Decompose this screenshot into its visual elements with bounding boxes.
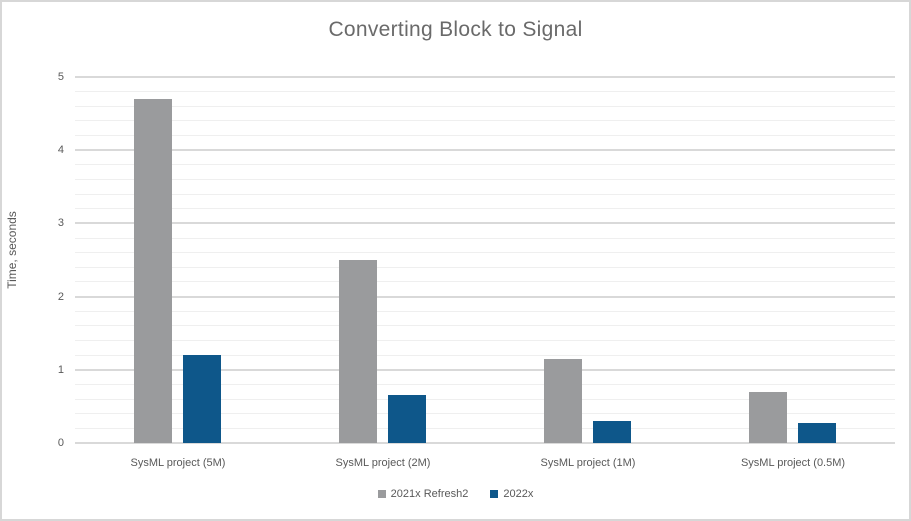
minor-gridline	[75, 193, 895, 195]
minor-gridline	[75, 413, 895, 415]
chart-title: Converting Block to Signal	[328, 18, 583, 41]
chart-bar-series0-group3	[749, 391, 787, 443]
minor-gridline	[75, 91, 895, 93]
major-gridline	[75, 76, 895, 78]
minor-gridline	[75, 383, 895, 385]
minor-gridline	[75, 208, 895, 210]
legend-label: 2021x Refresh2	[390, 488, 469, 500]
major-gridline	[75, 222, 895, 225]
minor-gridline	[75, 178, 895, 180]
chart-bar-series1-group3	[798, 423, 836, 443]
minor-gridline	[75, 281, 895, 283]
chart-bar-series0-group1	[339, 260, 377, 443]
legend: 2021x Refresh2 2022x	[2, 488, 909, 500]
minor-gridline	[75, 354, 895, 356]
legend-item-2022x: 2022x	[490, 488, 533, 500]
legend-swatch-icon	[490, 490, 499, 498]
minor-gridline	[75, 340, 895, 342]
minor-gridline	[75, 105, 895, 107]
legend-swatch-icon	[377, 490, 386, 498]
chart-bar-series1-group0	[183, 355, 221, 443]
minor-gridline	[75, 237, 895, 239]
chart-bar-series1-group2	[593, 421, 631, 443]
x-category-label: SysML project (2M)	[335, 457, 431, 469]
minor-gridline	[75, 164, 895, 166]
y-tick-label: 1	[57, 363, 64, 376]
minor-gridline	[75, 120, 895, 122]
minor-gridline	[75, 427, 895, 429]
minor-gridline	[75, 398, 895, 400]
major-gridline	[75, 149, 895, 152]
chart-bar-series1-group1	[388, 395, 426, 443]
minor-gridline	[75, 325, 895, 327]
y-tick-label: 2	[57, 290, 64, 303]
x-category-label: SysML project (0.5M)	[740, 457, 846, 469]
legend-item-2021x-refresh2: 2021x Refresh2	[377, 488, 469, 500]
chart-bar-series0-group0	[134, 98, 172, 443]
major-gridline	[75, 442, 895, 444]
major-gridline	[75, 368, 895, 371]
minor-gridline	[75, 310, 895, 312]
major-gridline	[75, 295, 895, 298]
x-category-label: SysML project (5M)	[130, 457, 226, 469]
plot-area	[75, 76, 895, 444]
legend-label: 2022x	[503, 488, 534, 500]
y-tick-label: 3	[57, 217, 64, 230]
minor-gridline	[75, 135, 895, 137]
y-tick-label: 5	[57, 71, 64, 83]
chart-bar-series0-group2	[544, 358, 582, 443]
y-axis-title-text: Time, seconds	[5, 211, 19, 289]
y-tick-label: 4	[57, 144, 64, 157]
y-tick-label: 0	[57, 437, 64, 449]
minor-gridline	[75, 266, 895, 268]
minor-gridline	[75, 252, 895, 254]
x-category-label: SysML project (1M)	[540, 457, 636, 469]
